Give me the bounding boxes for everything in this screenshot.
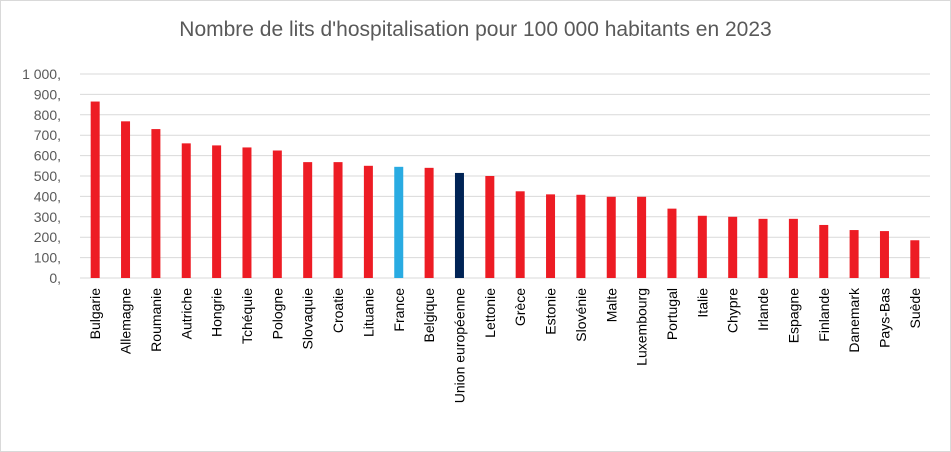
x-tick-label: Espagne: [785, 288, 801, 343]
bar: [121, 121, 131, 278]
bar: [606, 196, 616, 278]
bar: [212, 145, 222, 278]
x-tick-label: Union européenne: [451, 288, 467, 403]
x-tick-label: Grèce: [512, 288, 528, 326]
x-tick-label: Lituanie: [360, 288, 376, 337]
x-tick-label: Irlande: [755, 288, 771, 331]
bar: [758, 218, 768, 278]
x-tick-label: Slovénie: [573, 288, 589, 342]
bar: [515, 191, 525, 278]
x-tick-label: Pologne: [269, 288, 285, 340]
x-tick-label: Allemagne: [118, 288, 134, 354]
x-tick-label: Pays-Bas: [876, 288, 892, 348]
bar: [181, 143, 191, 278]
bar: [454, 172, 464, 278]
bar: [697, 215, 707, 278]
y-tick-label: 800,: [34, 107, 61, 123]
bar: [90, 101, 100, 278]
y-tick-label: 900,: [34, 86, 61, 102]
x-tick-label: Autriche: [178, 288, 194, 340]
bar: [546, 194, 556, 278]
y-tick-label: 500,: [34, 168, 61, 184]
bar: [788, 218, 798, 278]
bar: [363, 165, 373, 278]
x-tick-label: Belgique: [421, 288, 437, 343]
y-tick-label: 100,: [34, 250, 61, 266]
bar: [667, 208, 677, 278]
y-tick-label: 600,: [34, 148, 61, 164]
y-tick-label: 300,: [34, 209, 61, 225]
x-axis-tick-labels: Bulgarie Allemagne Roumanie Autriche Hongrie…: [87, 287, 923, 403]
y-tick-label: 1 000,: [22, 66, 61, 82]
bar: [272, 150, 282, 278]
x-tick-label: Bulgarie: [87, 288, 103, 340]
x-tick-label: Finlande: [816, 288, 832, 342]
y-tick-label: 700,: [34, 127, 61, 143]
x-tick-label: Portugal: [664, 288, 680, 340]
x-tick-label: France: [391, 288, 407, 332]
x-tick-label: Hongrie: [209, 288, 225, 337]
bar: [242, 147, 252, 278]
bar: [728, 216, 738, 278]
x-tick-label: Malte: [603, 288, 619, 322]
bar: [576, 194, 586, 278]
x-tick-label: Italie: [694, 288, 710, 318]
x-tick-label: Danemark: [846, 287, 862, 353]
bar: [910, 240, 920, 278]
bar: [303, 162, 313, 278]
x-tick-label: Chypre: [725, 288, 741, 333]
bar: [394, 166, 404, 278]
x-tick-label: Croatie: [330, 288, 346, 333]
x-tick-label: Slovaquie: [300, 288, 316, 350]
x-tick-label: Estonie: [543, 288, 559, 335]
x-tick-label: Lettonie: [482, 288, 498, 338]
y-axis-tick-labels: 0, 100, 200, 300, 400, 500, 600, 700, 800, 900, 1 …: [22, 66, 61, 286]
x-tick-label: Suède: [907, 288, 923, 329]
bar: [151, 129, 161, 278]
chart-title: Nombre de lits d'hospitalisation pour 10…: [179, 18, 772, 41]
bar: [819, 224, 829, 278]
bar: [485, 176, 495, 278]
y-tick-label: 0,: [49, 270, 61, 286]
bar: [849, 230, 859, 278]
y-tick-label: 200,: [34, 229, 61, 245]
x-tick-label: Luxembourg: [634, 288, 650, 366]
bar: [333, 162, 343, 278]
y-tick-label: 400,: [34, 188, 61, 204]
gridlines: [80, 73, 930, 279]
bars: [90, 101, 920, 278]
bar: [637, 196, 647, 278]
x-tick-label: Tchéquie: [239, 288, 255, 344]
bar: [424, 167, 434, 278]
x-tick-label: Roumanie: [148, 288, 164, 352]
bar: [879, 231, 889, 278]
